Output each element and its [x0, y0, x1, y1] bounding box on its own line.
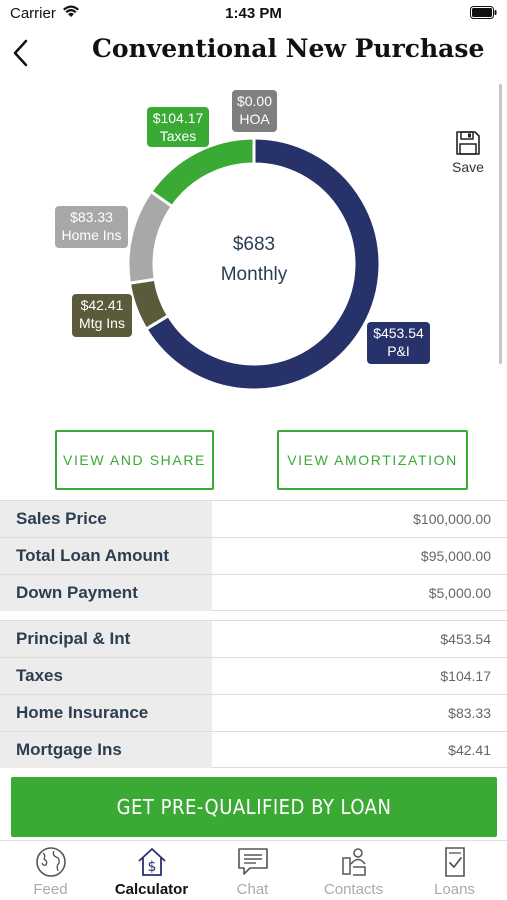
table-row: Principal & Int $453.54 — [0, 620, 507, 657]
tab-label: Contacts — [323, 881, 384, 898]
clock: 1:43 PM — [225, 5, 282, 22]
tab-label: Loans — [434, 881, 475, 898]
taxes-slice-label: $104.17 Taxes — [147, 107, 209, 147]
hoa-slice-label: $0.00 HOA — [232, 90, 277, 132]
table-row: Down Payment $5,000.00 — [0, 574, 507, 611]
monthly-label: Monthly — [220, 264, 288, 285]
row-value: $95,000.00 — [420, 548, 491, 564]
mtg-ins-slice-label: $42.41 Mtg Ins — [72, 294, 132, 337]
tab-feed[interactable]: Feed — [0, 841, 101, 900]
floppy-disk-icon — [456, 131, 480, 155]
mtg-ins-slice-value: $42.41 — [80, 297, 124, 313]
table-row: Taxes $104.17 — [0, 657, 507, 694]
row-label: Sales Price — [0, 501, 212, 537]
page-title: Conventional New Purchase — [92, 34, 485, 63]
donut-svg — [126, 136, 382, 392]
row-value: $42.41 — [448, 742, 491, 758]
donut-slice-taxes — [148, 136, 256, 209]
row-label: Down Payment — [0, 575, 212, 611]
taxes-slice-value: $104.17 — [152, 110, 204, 126]
house-dollar-icon: $ — [137, 848, 166, 876]
row-label: Principal & Int — [0, 621, 212, 657]
payment-donut-chart: $683 Monthly $104.17 Taxes $0.00 HOA $83… — [0, 80, 507, 420]
view-amortization-button[interactable]: VIEW AMORTIZATION — [277, 430, 468, 490]
tab-loans[interactable]: Loans — [404, 841, 505, 900]
taxes-slice-name: Taxes — [159, 128, 197, 144]
svg-text:$: $ — [147, 859, 156, 875]
battery-icon — [470, 6, 497, 19]
home-ins-slice-value: $83.33 — [70, 209, 113, 225]
row-label: Mortgage Ins — [0, 732, 212, 768]
carrier-label: Carrier — [10, 5, 56, 22]
save-label: Save — [452, 159, 484, 175]
scrollbar[interactable] — [499, 84, 502, 364]
loan-summary-table: Sales Price $100,000.00 Total Loan Amoun… — [0, 500, 507, 611]
mtg-ins-slice-name: Mtg Ins — [79, 315, 125, 331]
row-value: $104.17 — [440, 668, 491, 684]
table-row: Sales Price $100,000.00 — [0, 500, 507, 537]
contacts-icon — [341, 848, 366, 876]
nav-bar: Conventional New Purchase — [0, 28, 507, 76]
pi-slice-value: $453.54 — [373, 325, 424, 341]
row-value: $83.33 — [448, 705, 491, 721]
monthly-total: $683 — [232, 234, 276, 255]
document-check-icon — [444, 847, 465, 877]
tab-contacts[interactable]: Contacts — [303, 841, 404, 900]
pi-slice-label: $453.54 P&I — [367, 322, 430, 364]
hoa-slice-value: $0.00 — [236, 93, 273, 109]
get-pre-qualified-button[interactable]: GET PRE-QUALIFIED BY LOAN — [11, 777, 497, 837]
hoa-slice-name: HOA — [239, 111, 270, 127]
home-ins-slice-label: $83.33 Home Ins — [55, 206, 128, 248]
row-value: $100,000.00 — [413, 511, 491, 527]
tab-bar: Feed $ Calculator Chat Contacts — [0, 840, 507, 900]
status-bar: Carrier 1:43 PM — [0, 0, 507, 28]
tab-calculator[interactable]: $ Calculator — [101, 841, 202, 900]
donut-slice-p-i — [144, 136, 382, 392]
row-value: $453.54 — [440, 631, 491, 647]
view-and-share-button[interactable]: VIEW AND SHARE — [55, 430, 214, 490]
row-label: Total Loan Amount — [0, 538, 212, 574]
tab-label: Calculator — [114, 881, 189, 898]
pi-slice-name: P&I — [387, 343, 410, 359]
row-label: Taxes — [0, 658, 212, 694]
tab-chat[interactable]: Chat — [202, 841, 303, 900]
save-button[interactable]: Save — [450, 130, 486, 180]
row-value: $5,000.00 — [428, 585, 491, 601]
tab-label: Feed — [33, 881, 68, 898]
home-ins-slice-name: Home Ins — [61, 227, 122, 243]
chat-bubble-icon — [237, 848, 268, 875]
wifi-icon — [63, 5, 79, 17]
table-row: Mortgage Ins $42.41 — [0, 731, 507, 768]
tab-label: Chat — [236, 881, 269, 898]
table-row: Total Loan Amount $95,000.00 — [0, 537, 507, 574]
payment-breakdown-table: Principal & Int $453.54 Taxes $104.17 Ho… — [0, 620, 507, 768]
table-row: Home Insurance $83.33 — [0, 694, 507, 731]
back-button[interactable] — [10, 36, 34, 70]
row-label: Home Insurance — [0, 695, 212, 731]
globe-icon — [35, 847, 66, 877]
